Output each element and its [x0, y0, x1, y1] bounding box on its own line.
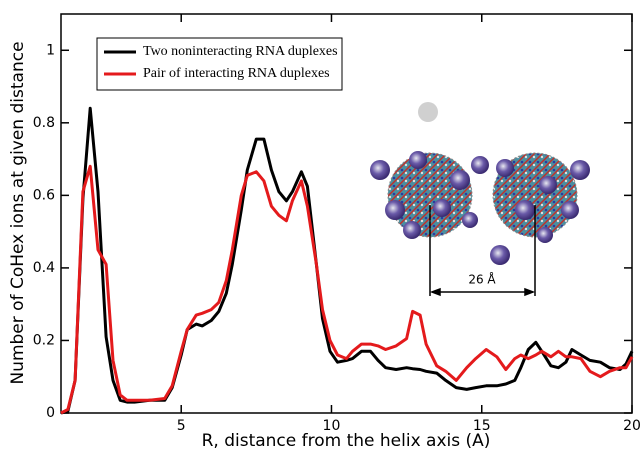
legend-label: Pair of interacting RNA duplexes [143, 66, 330, 81]
legend-label: Two noninteracting RNA duplexes [143, 44, 338, 59]
legend-box [96, 37, 343, 91]
y-tick-label: 0.4 [33, 260, 55, 276]
x-axis-label: R, distance from the helix axis (A) [202, 431, 491, 451]
x-tick-label: 5 [177, 418, 186, 434]
x-tick-label: 10 [323, 418, 341, 434]
inset-image [370, 102, 590, 265]
inset-arrows [429, 205, 536, 297]
annotation: 26 Å [468, 272, 496, 287]
y-tick-label: 0 [46, 405, 55, 421]
y-tick-label: 0.6 [33, 187, 55, 203]
y-tick-label: 0.8 [33, 115, 55, 131]
y-axis-label: Number of CoHex ions at given distance [8, 41, 28, 384]
x-tick-label: 15 [473, 418, 491, 434]
series-line [60, 164, 634, 415]
y-tick-label: 0.2 [33, 332, 55, 348]
x-tick-label: 20 [623, 418, 640, 434]
y-tick-label: 1 [46, 42, 55, 58]
series-line [60, 106, 634, 415]
plot-frame [60, 13, 633, 414]
